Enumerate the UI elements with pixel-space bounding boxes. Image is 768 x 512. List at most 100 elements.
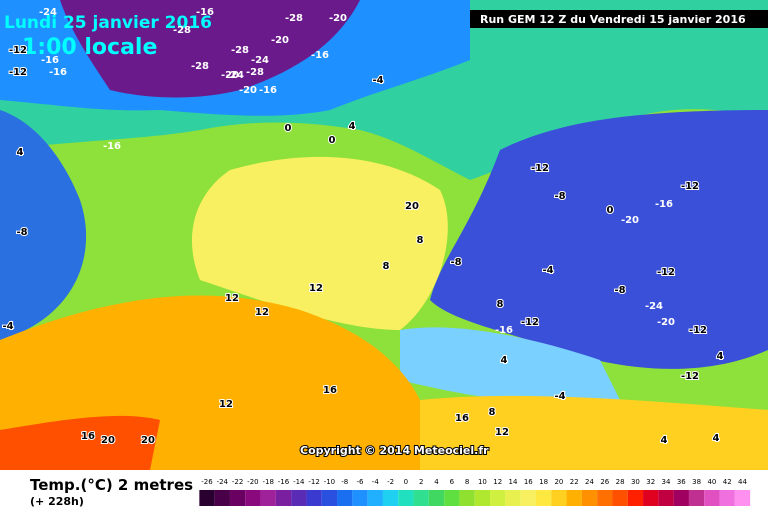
scale-swatch	[367, 490, 383, 506]
map-label: -8	[450, 257, 461, 268]
scale-label: 24	[585, 478, 594, 486]
map-label: 12	[225, 293, 239, 304]
scale-label: 32	[646, 478, 655, 486]
scale-label: -16	[278, 478, 290, 486]
legend-title: Temp.(°C) 2 metres	[30, 476, 193, 494]
map-label: -20	[657, 317, 675, 328]
scale-label: 12	[493, 478, 502, 486]
map-label: 0	[329, 135, 336, 146]
scale-label: 30	[631, 478, 640, 486]
scale-label: -14	[293, 478, 305, 486]
lead-time: (+ 228h)	[30, 495, 84, 508]
map-label: -20	[239, 85, 257, 96]
map-label: -12	[521, 317, 539, 328]
map-label: -12	[681, 181, 699, 192]
scale-swatch	[474, 490, 491, 506]
map-labels: -24 -16-28-20-28-20-24-28-20-16-12-16-12-…	[1, 7, 724, 447]
scale-swatch	[673, 490, 689, 506]
map-label: -12	[681, 371, 699, 382]
map-label: -4	[2, 321, 13, 332]
scale-label: -20	[247, 478, 258, 486]
map-label: -16	[259, 85, 277, 96]
scale-swatch	[490, 490, 506, 506]
map-label: -20	[271, 35, 289, 46]
map-label: -12	[531, 163, 549, 174]
scale-swatch	[199, 490, 215, 506]
map-label: -8	[16, 227, 27, 238]
scale-swatch	[551, 490, 567, 506]
scale-swatch	[688, 490, 705, 506]
map-label: -24	[226, 70, 244, 81]
map-label: 16	[323, 385, 337, 396]
scale-swatch	[413, 490, 429, 506]
warm-zone	[191, 156, 448, 330]
scale-label: 36	[677, 478, 686, 486]
north-africa	[420, 395, 768, 470]
color-scale: -26 -24 -22 -20 -18 -16 -14 -12 -10 -8 -6 -4 -2 0 2 4 6 8…	[199, 478, 751, 506]
map-label: -24	[251, 55, 269, 66]
map-label: -16	[103, 141, 121, 152]
map-label: 4	[717, 351, 724, 362]
map-label: -8	[614, 285, 625, 296]
scale-label: -24	[217, 478, 229, 486]
scale-swatch	[428, 490, 445, 506]
scale-swatch	[306, 490, 322, 506]
scale-label: -4	[372, 478, 380, 486]
map-label: 20	[101, 435, 115, 446]
scale-label: 4	[434, 478, 439, 486]
map-label: -16	[655, 199, 673, 210]
scale-swatch	[382, 490, 399, 506]
map-label: -4	[554, 391, 565, 402]
mediterranean	[400, 327, 620, 404]
scale-swatch	[505, 490, 521, 506]
time: 1:00 locale	[22, 35, 157, 60]
scale-label: 26	[600, 478, 609, 486]
scale-label: -18	[262, 478, 273, 486]
scale-label: 16	[524, 478, 533, 486]
map-label: -8	[554, 191, 565, 202]
scale-swatch	[566, 490, 582, 506]
run: Run GEM 12 Z du Vendredi 15 janvier 2016	[480, 13, 746, 26]
map-label: -16	[41, 55, 59, 66]
date: Lundi 25 janvier 2016	[4, 13, 212, 33]
map-label: -28	[231, 45, 249, 56]
scale-label: -12	[308, 478, 319, 486]
scale-swatch	[520, 490, 536, 506]
europe-cold	[430, 110, 768, 369]
map-label: -12	[9, 45, 27, 56]
map-label: 12	[495, 427, 509, 438]
map-label: -28	[285, 13, 303, 24]
map-label: -16	[311, 50, 329, 61]
scale-swatch	[229, 490, 246, 506]
scale-swatch	[321, 490, 338, 506]
scale-label: 34	[662, 478, 671, 486]
scale-label: -6	[357, 478, 365, 486]
scale-swatch	[612, 490, 628, 506]
map-label: 4	[713, 433, 720, 444]
map-label: 16	[455, 413, 469, 424]
scale-swatch	[719, 490, 735, 506]
scale-label: 10	[478, 478, 487, 486]
map-label: 20	[141, 435, 155, 446]
map-label: 12	[309, 283, 323, 294]
map-label: -16	[49, 67, 67, 78]
map-label: -20	[621, 215, 639, 226]
map-label: -16	[495, 325, 513, 336]
scale-label: -8	[341, 478, 348, 486]
scale-swatch	[627, 490, 644, 506]
scale-swatch	[658, 490, 674, 506]
scale-swatch	[214, 490, 230, 506]
canada	[0, 110, 87, 340]
map-label: -20	[221, 70, 239, 81]
scale-label: -22	[232, 478, 243, 486]
scale-label: -26	[201, 478, 213, 486]
scale-label: -10	[324, 478, 335, 486]
map-label: 12	[219, 399, 233, 410]
scale-swatch	[398, 490, 414, 506]
map-label: -24	[645, 301, 663, 312]
map-label: -4	[372, 75, 383, 86]
map-label: 8	[497, 299, 504, 310]
map-label: -16	[196, 7, 214, 18]
